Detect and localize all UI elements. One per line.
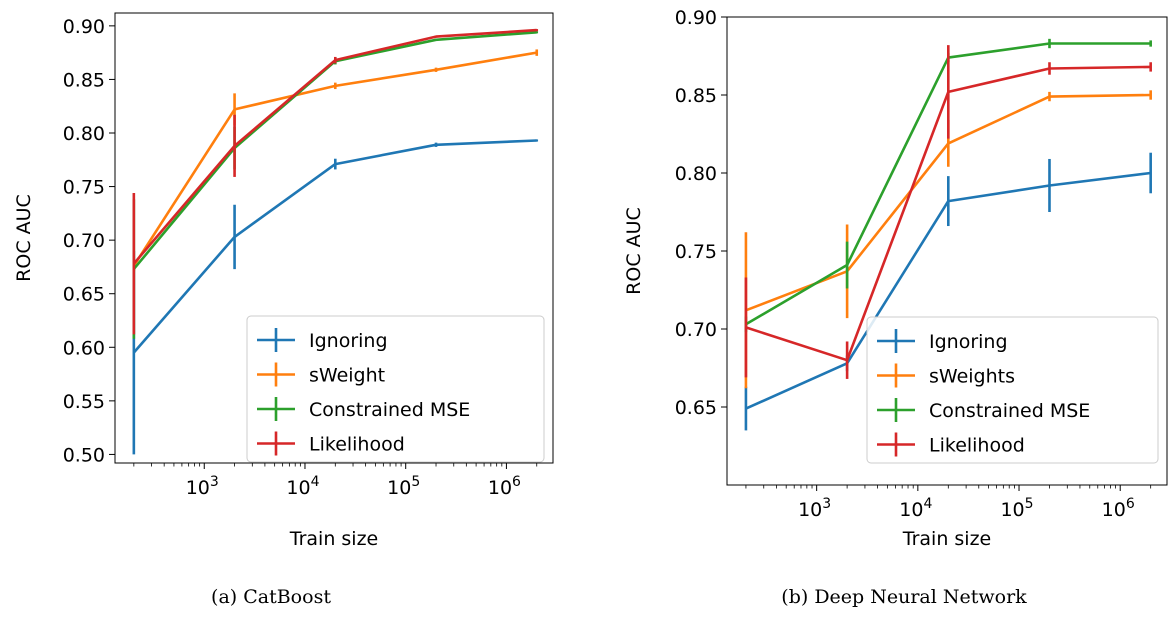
panel-a-caption: (a) CatBoost [211, 586, 331, 608]
panel-a-y-tick-label: 0.85 [63, 69, 105, 91]
panel-b-x-axis-label: Train size [902, 528, 991, 550]
panel-b-y-tick-label: 0.90 [675, 7, 717, 29]
panel-a-x-tick-exponent: 3 [210, 474, 219, 490]
panel-b-y-tick-label: 0.75 [675, 241, 717, 263]
panel-a-y-tick-label: 0.60 [63, 337, 105, 359]
panel-a-legend-label-sweight: sWeight [309, 365, 385, 387]
panel-a-x-tick-base: 10 [186, 477, 210, 499]
panel-b-y-tick-label: 0.80 [675, 163, 717, 185]
panel-a-legend-label-ignoring: Ignoring [309, 330, 388, 352]
panel-a-y-tick-label: 0.50 [63, 444, 105, 466]
panel-b-x-tick-exponent: 5 [1025, 496, 1034, 512]
panel-b-x-tick-base: 10 [798, 499, 822, 521]
panel-b-y-tick-label: 0.70 [675, 319, 717, 341]
panel-a-series-line-constrained-mse [132, 31, 537, 270]
panel-b-y-tick-label: 0.65 [675, 397, 717, 419]
panel-a-series-line-likelihood [132, 28, 537, 265]
panel-b-x-tick-base: 10 [1000, 499, 1024, 521]
panel-a-x-axis-label: Train size [289, 528, 378, 550]
panel-a-legend-label-likelihood: Likelihood [309, 434, 405, 456]
panel-a-y-tick-label: 0.80 [63, 123, 105, 145]
panel-b-legend-box [866, 316, 1159, 464]
panel-b-legend-label-ignoring: Ignoring [929, 331, 1008, 353]
panel-b-x-tick-exponent: 3 [822, 496, 831, 512]
panel-a-x-tick-exponent: 4 [311, 474, 320, 490]
panel-b-x-tick-label: 105 [1000, 496, 1033, 521]
panel-b-y-axis-label: ROC AUC [623, 207, 645, 295]
panel-a-y-tick-label: 0.65 [63, 284, 105, 306]
panel-b-x-tick-label: 104 [899, 496, 932, 521]
panel-b-legend-label-likelihood: Likelihood [929, 435, 1025, 457]
panel-a-x-tick-base: 10 [488, 477, 512, 499]
panel-a-x-tick-label: 104 [286, 474, 319, 499]
panel-a-legend-label-constrained-mse: Constrained MSE [309, 399, 470, 421]
panel-a-x-tick-exponent: 5 [411, 474, 420, 490]
panel-b-legend-label-sweights: sWeights [929, 366, 1015, 388]
panel-a-y-tick-label: 0.70 [63, 230, 105, 252]
panel-a-y-axis-label: ROC AUC [13, 194, 35, 282]
panel-b-x-tick-base: 10 [1102, 499, 1126, 521]
panel-b-caption: (b) Deep Neural Network [781, 586, 1027, 608]
panel-a-y-tick-label: 0.55 [63, 391, 105, 413]
panel-b-x-tick-label: 103 [798, 496, 831, 521]
panel-b-x-tick-exponent: 6 [1126, 496, 1135, 512]
panel-a-x-tick-label: 105 [387, 474, 420, 499]
panel-a-x-tick-label: 103 [186, 474, 219, 499]
panel-b-x-tick-base: 10 [899, 499, 923, 521]
panel-a-legend-box [246, 315, 545, 463]
panel-a-x-tick-exponent: 6 [512, 474, 521, 490]
panel-b-legend-label-constrained-mse: Constrained MSE [929, 400, 1090, 422]
panel-a-x-tick-base: 10 [387, 477, 411, 499]
panel-b-y-tick-label: 0.85 [675, 85, 717, 107]
panel-b-x-tick-label: 106 [1102, 496, 1135, 521]
panel-a-x-tick-base: 10 [286, 477, 310, 499]
panel-a-axes-frame [114, 12, 554, 464]
panel-a-y-tick-label: 0.75 [63, 177, 105, 199]
panel-b-x-tick-exponent: 4 [923, 496, 932, 512]
panel-a-y-tick-label: 0.90 [63, 16, 105, 38]
panel-a-x-tick-label: 106 [488, 474, 521, 499]
